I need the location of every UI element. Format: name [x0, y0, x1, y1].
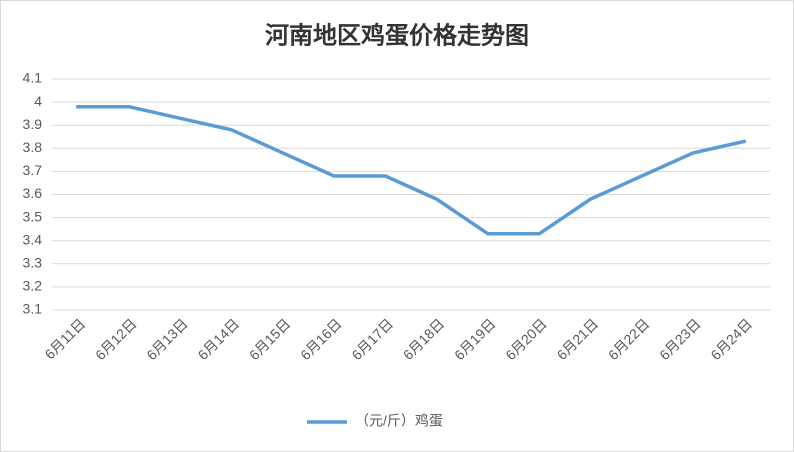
y-tick-label: 3.6: [23, 185, 43, 201]
y-tick-label: 3.1: [23, 301, 43, 317]
legend-label: （元/斤）鸡蛋: [355, 413, 443, 429]
y-tick-label: 3.5: [23, 208, 43, 224]
y-tick-label: 3.2: [23, 278, 43, 294]
data-line: [75, 104, 747, 236]
y-tick-label: 3.4: [23, 231, 43, 247]
y-tick-label: 3.7: [23, 162, 43, 178]
y-tick-label: 3.9: [23, 116, 43, 132]
y-tick-label: 4: [34, 93, 42, 109]
y-tick-label: 3.3: [23, 255, 43, 271]
y-tick-label: 4.1: [23, 70, 43, 86]
chart-title: 河南地区鸡蛋价格走势图: [265, 22, 529, 50]
y-tick-label: 3.8: [23, 139, 43, 155]
